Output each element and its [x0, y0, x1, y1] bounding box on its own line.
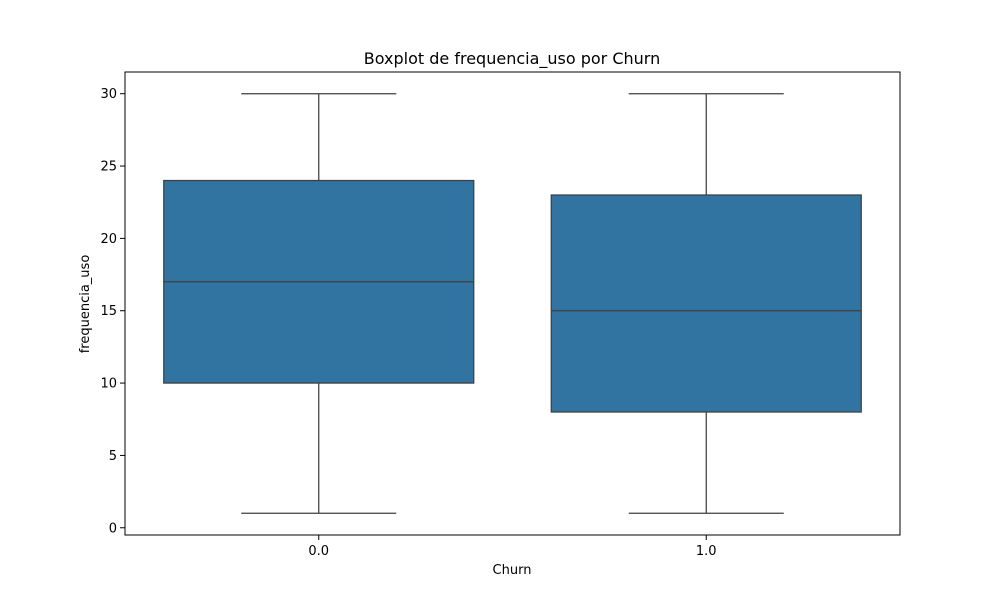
- y-axis-label: frequencia_uso: [78, 255, 93, 354]
- y-tick-label-0: 0: [109, 521, 117, 536]
- y-tick-label-5: 5: [109, 449, 117, 464]
- y-tick-label-25: 25: [100, 160, 117, 175]
- churn-1-0-box: [550, 194, 862, 413]
- y-tick-label-15: 15: [100, 304, 117, 319]
- y-tick-label-30: 30: [100, 87, 117, 102]
- y-tick-label-20: 20: [100, 232, 117, 247]
- chart-title: Boxplot de frequencia_uso por Churn: [364, 49, 660, 69]
- plot-area-frame: [124, 71, 901, 536]
- x-tick-label-1.0: 1.0: [696, 544, 717, 559]
- x-tick-label-0.0: 0.0: [308, 544, 329, 559]
- x-axis-label: Churn: [493, 563, 532, 578]
- y-tick-label-10: 10: [100, 377, 117, 392]
